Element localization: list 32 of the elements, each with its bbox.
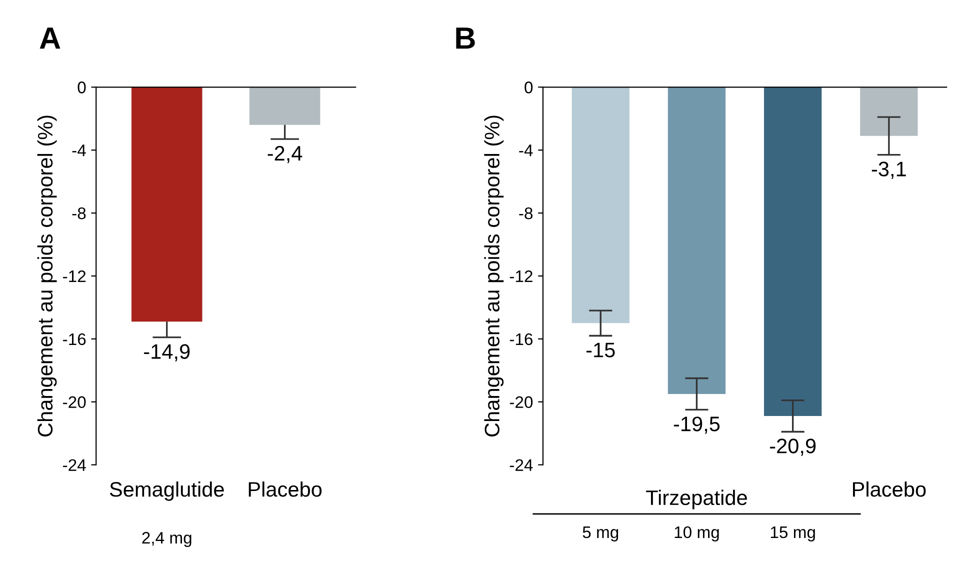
chart-title: B [456,28,475,49]
y-axis-title: Changement au poids corporel (%) [484,116,504,436]
x-tick-label: Placebo [248,481,322,497]
chart-title: A [40,28,60,49]
y-tick-label: 0 [524,82,533,94]
text: Tirzepatide [646,490,747,510]
x-tick-label: 15 mg [770,526,815,542]
y-tick-label: -12 [510,270,532,282]
y-axis-title: Changement au poids corporel (%) [37,116,57,436]
x-tick-label: Placebo [852,481,926,497]
data-label: -3,1 [872,162,906,179]
y-tick-label: -16 [63,333,86,346]
y-tick-label: -20 [510,396,533,408]
data-label: -2,4 [268,146,302,164]
data-label: -20,9 [770,438,816,456]
x-tick-label: 10 mg [674,526,719,542]
y-tick-label: -24 [510,459,533,471]
y-tick-label: -12 [63,270,86,282]
data-label: -15 [586,342,615,358]
y-tick-label: -24 [63,459,86,471]
y-tick-label: -8 [519,207,533,220]
text: 2,4 mg [142,532,192,548]
x-tick-label: 5 mg [582,526,618,542]
y-tick-label: 0 [78,82,86,94]
y-tick-label: -4 [72,144,86,156]
data-label: -19,5 [674,416,720,434]
y-tick-label: -4 [519,144,533,156]
data-label: -14,9 [144,344,190,362]
y-tick-label: -16 [510,333,533,346]
y-tick-label: -8 [72,207,86,220]
y-tick-label: -20 [63,396,86,408]
x-tick-label: Semaglutide [110,481,224,501]
